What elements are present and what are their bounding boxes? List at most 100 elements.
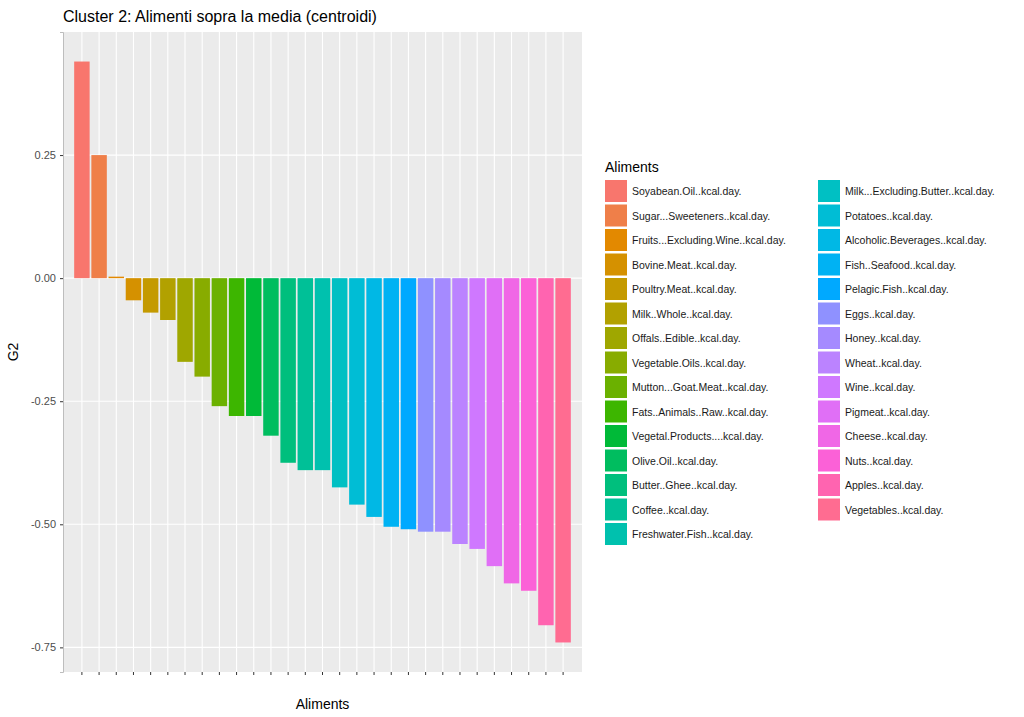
legend-key	[818, 205, 840, 227]
legend-item: Fish..Seafood..kcal.day.	[818, 254, 956, 276]
tick-mark	[374, 672, 375, 675]
legend-label: Poultry.Meat..kcal.day.	[632, 283, 737, 295]
legend-item: Sugar...Sweeteners..kcal.day.	[605, 205, 770, 227]
x-axis-title: Aliments	[296, 696, 350, 712]
tick-mark	[202, 672, 203, 675]
legend-item: Potatoes..kcal.day.	[818, 205, 933, 227]
tick	[339, 672, 340, 675]
legend-item: Coffee..kcal.day.	[605, 499, 709, 521]
bar	[109, 277, 124, 278]
legend-label: Pigmeat..kcal.day.	[845, 406, 930, 418]
bar	[126, 278, 141, 300]
tick-mark	[167, 672, 168, 675]
legend-label: Olive.Oil..kcal.day.	[632, 455, 718, 467]
legend: Aliments Soyabean.Oil..kcal.day. Sugar...S…	[605, 159, 995, 545]
legend-item: Pigmeat..kcal.day.	[818, 401, 930, 423]
tick: 0.00	[35, 272, 63, 284]
chart: -0.75-0.50-0.250.000.25Cluster 2: Alimen…	[0, 0, 1024, 717]
legend-label: Fruits...Excluding.Wine..kcal.day.	[632, 234, 786, 246]
tick-mark	[81, 672, 82, 675]
legend-title: Aliments	[605, 159, 659, 175]
legend-label: Milk...Excluding.Butter..kcal.day.	[845, 185, 995, 197]
legend-key	[605, 254, 627, 276]
legend-item: Honey..kcal.day.	[818, 327, 921, 349]
axis-line	[64, 673, 583, 676]
tick-mark	[219, 672, 220, 675]
legend-key	[605, 327, 627, 349]
bar	[384, 278, 399, 527]
legend-item: Wine..kcal.day.	[818, 376, 915, 398]
legend-label: Fish..Seafood..kcal.day.	[845, 259, 956, 271]
bar	[452, 278, 467, 544]
tick	[408, 672, 409, 675]
legend-item: Alcoholic.Beverages..kcal.day.	[818, 229, 987, 251]
legend-key	[605, 523, 627, 545]
legend-item: Vegetables..kcal.day.	[818, 499, 943, 521]
legend-item: Vegetal.Products....kcal.day.	[605, 425, 764, 447]
tick	[81, 672, 82, 675]
legend-label: Vegetal.Products....kcal.day.	[632, 430, 764, 442]
legend-key	[818, 474, 840, 496]
legend-label: Honey..kcal.day.	[845, 332, 921, 344]
tick-mark	[528, 672, 529, 675]
bar	[160, 278, 175, 320]
bar	[177, 278, 192, 362]
legend-item: Mutton...Goat.Meat..kcal.day.	[605, 376, 768, 398]
tick: -0.25	[31, 395, 63, 407]
tick	[322, 672, 323, 675]
tick-mark	[288, 672, 289, 675]
legend-key	[605, 474, 627, 496]
tick	[356, 672, 357, 675]
legend-item: Soyabean.Oil..kcal.day.	[605, 180, 742, 202]
bar	[469, 278, 484, 549]
bar	[332, 278, 347, 487]
tick	[391, 672, 392, 675]
legend-item: Olive.Oil..kcal.day.	[605, 450, 718, 472]
legend-key	[818, 499, 840, 521]
legend-key	[818, 450, 840, 472]
legend-item: Freshwater.Fish..kcal.day.	[605, 523, 753, 545]
tick-mark	[150, 672, 151, 675]
bar	[229, 278, 244, 416]
tick-mark	[408, 672, 409, 675]
tick	[374, 672, 375, 675]
tick: -0.75	[31, 641, 63, 653]
legend-key	[605, 425, 627, 447]
bar	[349, 278, 364, 504]
bar	[521, 278, 536, 591]
legend-key	[605, 303, 627, 325]
tick	[185, 672, 186, 675]
legend-item: Nuts..kcal.day.	[818, 450, 913, 472]
tick	[270, 672, 271, 675]
tick-label: -0.50	[31, 518, 56, 530]
legend-item: Fats..Animals..Raw..kcal.day.	[605, 401, 768, 423]
grid-line	[167, 32, 168, 672]
tick-mark	[391, 672, 392, 675]
legend-label: Milk..Whole..kcal.day.	[632, 308, 733, 320]
legend-label: Coffee..kcal.day.	[632, 504, 709, 516]
tick	[477, 672, 478, 675]
legend-label: Alcoholic.Beverages..kcal.day.	[845, 234, 987, 246]
bar	[212, 278, 227, 406]
legend-key	[818, 352, 840, 374]
x-axis	[64, 672, 583, 675]
legend-item: Apples..kcal.day.	[818, 474, 924, 496]
tick-mark	[494, 672, 495, 675]
tick-mark	[253, 672, 254, 675]
tick	[253, 672, 254, 675]
legend-label: Pelagic.Fish..kcal.day.	[845, 283, 949, 295]
tick-mark	[563, 672, 564, 675]
tick-mark	[185, 672, 186, 675]
legend-label: Vegetable.Oils..kcal.day.	[632, 357, 746, 369]
legend-key	[605, 352, 627, 374]
legend-key	[605, 401, 627, 423]
tick	[494, 672, 495, 675]
tick-label: -0.25	[31, 395, 56, 407]
tick-mark	[60, 278, 63, 279]
tick-label: -0.75	[31, 641, 56, 653]
bar	[143, 278, 158, 312]
bar	[280, 278, 295, 463]
axis-line	[60, 33, 64, 673]
tick: 0.25	[35, 149, 63, 161]
tick	[425, 672, 426, 675]
